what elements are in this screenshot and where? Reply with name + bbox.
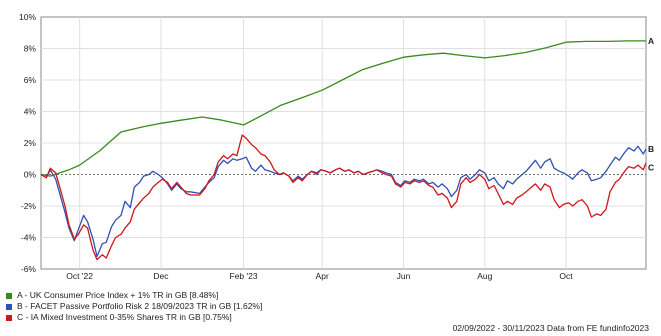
legend-label-b: B - FACET Passive Portfolio Risk 2 18/09… xyxy=(17,301,263,311)
y-axis-labels: -6% -4% -2% 0% 2% 4% 6% 8% 10% xyxy=(19,12,36,274)
x-tick-label: Aug xyxy=(477,271,492,281)
legend-label-a: A - UK Consumer Price Index + 1% TR in G… xyxy=(17,290,219,300)
legend-item-c: C - IA Mixed Investment 0-35% Shares TR … xyxy=(6,312,262,323)
legend-label-c: C - IA Mixed Investment 0-35% Shares TR … xyxy=(17,312,232,322)
y-tick-label: 2% xyxy=(24,138,37,148)
y-tick-label: -2% xyxy=(21,201,37,211)
x-tick-label: Dec xyxy=(153,271,169,281)
y-tick-label: 4% xyxy=(24,107,37,117)
legend-item-a: A - UK Consumer Price Index + 1% TR in G… xyxy=(6,290,262,301)
y-tick-label: 8% xyxy=(24,44,37,54)
y-tick-label: 6% xyxy=(24,75,37,85)
legend-swatch-a xyxy=(6,292,12,299)
x-gridlines xyxy=(79,17,567,269)
series-line-c xyxy=(40,134,647,261)
legend-item-b: B - FACET Passive Portfolio Risk 2 18/09… xyxy=(6,301,262,312)
y-tick-label: -4% xyxy=(21,233,37,243)
series-layer xyxy=(40,40,647,261)
y-tick-label: 10% xyxy=(19,12,36,22)
series-line-a xyxy=(40,40,646,177)
series-end-labels: A BC xyxy=(648,36,654,173)
legend: A - UK Consumer Price Index + 1% TR in G… xyxy=(6,290,262,323)
y-tick-label: -6% xyxy=(21,264,37,274)
x-tick-label: Feb '23 xyxy=(230,271,258,281)
x-tick-label: Jun xyxy=(397,271,411,281)
y-tick-label: 0% xyxy=(24,170,37,180)
series-end-label-b: B xyxy=(648,144,654,154)
x-tick-label: Oct xyxy=(559,271,573,281)
series-end-label-a: A xyxy=(648,36,654,46)
legend-swatch-c xyxy=(6,314,12,321)
y-gridlines xyxy=(41,48,646,238)
performance-chart: -6% -4% -2% 0% 2% 4% 6% 8% 10% Oct '22 Dec Feb '23… xyxy=(19,12,654,281)
legend-swatch-b xyxy=(6,303,12,310)
x-tick-label: Oct '22 xyxy=(66,271,93,281)
source-footer: 02/09/2022 - 30/11/2023 Data from FE fun… xyxy=(452,323,649,333)
series-end-label-c: C xyxy=(648,163,654,173)
x-axis-labels: Oct '22 Dec Feb '23 Apr Jun Aug Oct xyxy=(66,271,573,281)
x-tick-label: Apr xyxy=(316,271,329,281)
